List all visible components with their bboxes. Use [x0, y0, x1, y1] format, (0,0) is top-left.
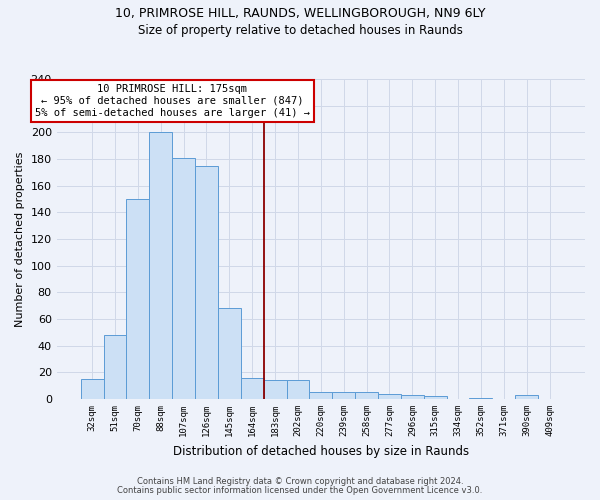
- Bar: [332, 392, 355, 399]
- Bar: [310, 392, 332, 399]
- Bar: [424, 396, 446, 399]
- Bar: [287, 380, 310, 399]
- Text: Contains public sector information licensed under the Open Government Licence v3: Contains public sector information licen…: [118, 486, 482, 495]
- Bar: [104, 335, 127, 399]
- Text: 10 PRIMROSE HILL: 175sqm
← 95% of detached houses are smaller (847)
5% of semi-d: 10 PRIMROSE HILL: 175sqm ← 95% of detach…: [35, 84, 310, 117]
- Bar: [515, 395, 538, 399]
- Bar: [263, 380, 287, 399]
- X-axis label: Distribution of detached houses by size in Raunds: Distribution of detached houses by size …: [173, 444, 469, 458]
- Bar: [195, 166, 218, 399]
- Bar: [80, 379, 104, 399]
- Text: 10, PRIMROSE HILL, RAUNDS, WELLINGBOROUGH, NN9 6LY: 10, PRIMROSE HILL, RAUNDS, WELLINGBOROUG…: [115, 8, 485, 20]
- Bar: [401, 395, 424, 399]
- Y-axis label: Number of detached properties: Number of detached properties: [15, 152, 25, 326]
- Bar: [127, 199, 149, 399]
- Text: Size of property relative to detached houses in Raunds: Size of property relative to detached ho…: [137, 24, 463, 37]
- Bar: [469, 398, 493, 399]
- Bar: [149, 132, 172, 399]
- Bar: [218, 308, 241, 399]
- Bar: [355, 392, 378, 399]
- Bar: [241, 378, 263, 399]
- Bar: [378, 394, 401, 399]
- Bar: [172, 158, 195, 399]
- Text: Contains HM Land Registry data © Crown copyright and database right 2024.: Contains HM Land Registry data © Crown c…: [137, 477, 463, 486]
